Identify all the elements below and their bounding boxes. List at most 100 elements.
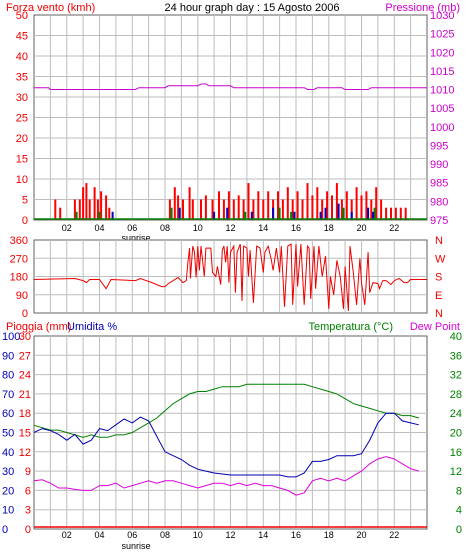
legend-temperature: Temperatura (°C)	[309, 321, 393, 333]
legend-rain: Pioggia (mm)	[6, 321, 71, 333]
wind-y-tick: 20	[16, 133, 28, 145]
wind-speed-bar	[108, 207, 111, 220]
pressure-y-ticks: 1030 1025 1020 1015 1010 1005 1000 995 990 985 980…	[430, 10, 454, 227]
wind-speed-bar	[247, 183, 250, 220]
wind-speed-bar	[168, 199, 171, 220]
humidity-y-tick: 50	[2, 428, 14, 440]
temp-y-tick: 8	[456, 485, 462, 497]
wind-speed-bar	[390, 207, 392, 220]
temp-y-tick: 16	[450, 447, 462, 459]
wind-gust-bar	[111, 211, 114, 220]
rain-y-tick: 21	[19, 389, 31, 401]
wind-y-tick: 25	[16, 113, 28, 125]
wind-speed-bar	[399, 207, 402, 220]
wind-gust-bar	[272, 207, 275, 220]
rain-y-tick: 12	[19, 447, 31, 459]
temp-y-tick: 40	[450, 331, 462, 343]
humidity-y-tick: 40	[2, 447, 14, 459]
rain-y-tick: 9	[25, 466, 31, 478]
wind-gust-bar	[319, 211, 322, 220]
pressure-y-tick: 985	[430, 178, 448, 190]
wind-speed-bar	[100, 191, 103, 220]
wind-speed-bar	[257, 191, 260, 220]
wind-speed-bar	[82, 187, 85, 220]
pressure-y-tick: 1015	[430, 66, 454, 78]
rain-y-tick: 3	[25, 505, 31, 517]
wind-avg-bar	[290, 211, 293, 220]
wind-speed-bar	[78, 199, 81, 220]
wind-speed-bar	[188, 187, 191, 220]
x-tick-label: 12	[225, 530, 235, 540]
wind-gust-bar	[324, 207, 327, 220]
temperature-line	[33, 383, 419, 438]
direction-y-tick: 270	[10, 253, 28, 265]
humidity-y-tick: 80	[2, 370, 14, 382]
direction-y-tick: 90	[16, 290, 28, 302]
legend-dewpoint: Dew Point	[410, 321, 460, 333]
wind-speed-bar	[177, 195, 180, 220]
temp-y-tick: 32	[450, 370, 462, 382]
pressure-axis-title: Pressione (mb)	[385, 2, 460, 14]
wind-speed-bar	[242, 199, 245, 220]
direction-line	[33, 243, 427, 312]
temp-y-tick: 24	[450, 408, 462, 420]
wind-speed-bar	[370, 199, 373, 220]
rain-y-tick: 24	[19, 370, 31, 382]
wind-gust-bar	[337, 203, 340, 220]
x-tick-label: 10	[193, 530, 203, 540]
sunrise-label-bottom: sunrise	[121, 541, 150, 551]
wind-speed-bar	[232, 199, 235, 220]
wind-speed-bar	[350, 199, 353, 220]
humidity-y-tick: 20	[2, 485, 14, 497]
wind-speed-bar	[331, 195, 333, 220]
x-tick-label: 10	[193, 223, 203, 233]
wind-speed-bar	[321, 199, 324, 220]
wind-speed-bar	[211, 199, 214, 220]
wind-gust-bar	[350, 211, 353, 220]
temp-y-tick: 12	[450, 466, 462, 478]
rain-y-tick: 30	[19, 331, 31, 343]
humidity-y-tick: 0	[2, 524, 8, 536]
x-tick-label: 22	[389, 223, 399, 233]
wind-speed-bar	[182, 199, 184, 220]
wind-speed-bar	[404, 207, 407, 220]
wind-y-tick: 0	[22, 215, 28, 227]
wind-x-ticks: 02 04 06 08 10 12 14 16 18 20 22	[62, 223, 400, 233]
wind-speed-bar	[281, 199, 284, 220]
temp-y-tick: 28	[450, 389, 462, 401]
temp-y-tick: 4	[456, 505, 462, 517]
pressure-y-tick: 995	[430, 141, 448, 153]
wind-speed-bar	[301, 199, 304, 220]
humidity-y-tick: 30	[2, 466, 14, 478]
rain-y-tick: 15	[19, 428, 31, 440]
wind-speed-bar	[345, 191, 348, 220]
pressure-y-tick: 1025	[430, 29, 454, 41]
rain-y-tick: 0	[25, 524, 31, 536]
wind-speed-bar	[277, 191, 279, 220]
wind-bars	[34, 183, 427, 220]
wind-y-tick: 15	[16, 154, 28, 166]
x-tick-label: 02	[62, 530, 72, 540]
humidity-line	[33, 412, 419, 478]
pressure-line	[34, 83, 427, 90]
wind-speed-bar	[385, 207, 388, 220]
humidity-y-tick: 90	[2, 350, 14, 362]
wind-y-tick: 35	[16, 72, 28, 84]
wind-y-tick: 5	[22, 195, 28, 207]
wind-gust-bar	[250, 211, 253, 220]
rain-y-tick: 18	[19, 408, 31, 420]
wind-y-tick: 45	[16, 31, 28, 43]
temp-y-tick: 20	[450, 428, 462, 440]
sunrise-label-top: sunrise	[121, 233, 150, 243]
x-tick-label: 18	[324, 223, 334, 233]
wind-speed-bar	[291, 199, 294, 220]
wind-speed-bar	[105, 195, 108, 220]
temp-y-tick: 36	[450, 350, 462, 362]
wind-speed-bar	[360, 195, 363, 220]
wind-gust-bar	[226, 207, 229, 220]
wind-speed-bar	[252, 199, 255, 220]
